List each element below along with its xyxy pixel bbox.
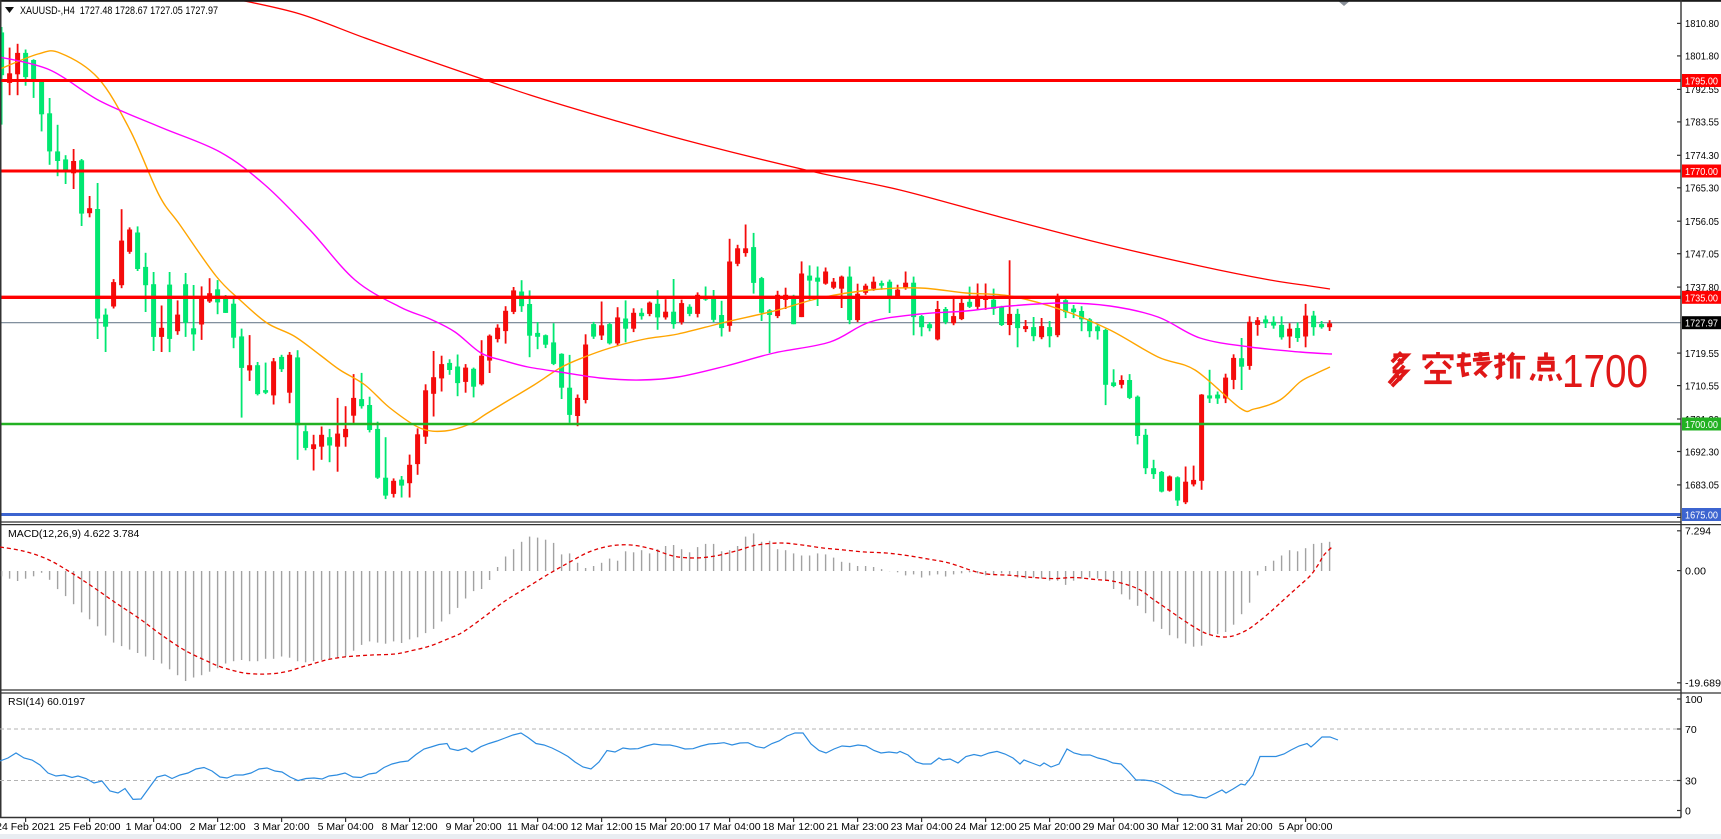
svg-text:1710.55: 1710.55 bbox=[1685, 380, 1719, 392]
svg-text:18 Mar 12:00: 18 Mar 12:00 bbox=[763, 821, 825, 833]
svg-text:70: 70 bbox=[1685, 724, 1697, 736]
svg-text:0.00: 0.00 bbox=[1685, 565, 1706, 577]
svg-text:1683.05: 1683.05 bbox=[1685, 480, 1719, 492]
svg-text:12 Mar 12:00: 12 Mar 12:00 bbox=[571, 821, 633, 833]
svg-text:3 Mar 20:00: 3 Mar 20:00 bbox=[254, 821, 310, 833]
svg-text:1783.55: 1783.55 bbox=[1685, 117, 1719, 129]
svg-text:1727.97: 1727.97 bbox=[1685, 318, 1718, 330]
svg-text:23 Mar 04:00: 23 Mar 04:00 bbox=[891, 821, 953, 833]
svg-text:MACD(12,26,9) 4.622 3.784: MACD(12,26,9) 4.622 3.784 bbox=[8, 528, 139, 540]
svg-text:1774.30: 1774.30 bbox=[1685, 150, 1719, 162]
svg-text:15 Mar 20:00: 15 Mar 20:00 bbox=[635, 821, 697, 833]
svg-text:100: 100 bbox=[1685, 694, 1703, 706]
svg-text:1792.55: 1792.55 bbox=[1685, 84, 1719, 96]
svg-text:1 Mar 04:00: 1 Mar 04:00 bbox=[126, 821, 182, 833]
svg-text:30 Mar 12:00: 30 Mar 12:00 bbox=[1147, 821, 1209, 833]
svg-text:24 Feb 2021: 24 Feb 2021 bbox=[0, 821, 55, 833]
svg-text:1700.00: 1700.00 bbox=[1685, 419, 1718, 431]
svg-text:0: 0 bbox=[1685, 805, 1691, 817]
svg-text:1801.80: 1801.80 bbox=[1685, 51, 1719, 63]
svg-text:29 Mar 04:00: 29 Mar 04:00 bbox=[1083, 821, 1145, 833]
svg-text:1810.80: 1810.80 bbox=[1685, 18, 1719, 30]
svg-text:1735.00: 1735.00 bbox=[1685, 292, 1718, 304]
svg-text:11 Mar 04:00: 11 Mar 04:00 bbox=[507, 821, 568, 833]
svg-text:9 Mar 20:00: 9 Mar 20:00 bbox=[446, 821, 502, 833]
svg-text:5 Mar 04:00: 5 Mar 04:00 bbox=[318, 821, 374, 833]
svg-text:1770.00: 1770.00 bbox=[1685, 166, 1718, 178]
svg-text:-19.689: -19.689 bbox=[1685, 678, 1721, 690]
svg-text:25 Feb 20:00: 25 Feb 20:00 bbox=[59, 821, 121, 833]
svg-text:7.294: 7.294 bbox=[1685, 526, 1711, 538]
svg-text:1795.00: 1795.00 bbox=[1685, 76, 1718, 88]
svg-text:1719.55: 1719.55 bbox=[1685, 348, 1719, 360]
svg-text:8 Mar 12:00: 8 Mar 12:00 bbox=[382, 821, 438, 833]
svg-text:1675.00: 1675.00 bbox=[1685, 510, 1718, 522]
svg-text:24 Mar 12:00: 24 Mar 12:00 bbox=[955, 821, 1017, 833]
svg-text:25 Mar 20:00: 25 Mar 20:00 bbox=[1019, 821, 1081, 833]
svg-text:1756.05: 1756.05 bbox=[1685, 216, 1719, 228]
svg-text:1747.05: 1747.05 bbox=[1685, 249, 1719, 261]
svg-text:5 Apr 00:00: 5 Apr 00:00 bbox=[1279, 821, 1333, 833]
svg-text:RSI(14) 60.0197: RSI(14) 60.0197 bbox=[8, 696, 85, 708]
svg-text:30: 30 bbox=[1685, 775, 1697, 787]
svg-text:17 Mar 04:00: 17 Mar 04:00 bbox=[699, 821, 761, 833]
svg-text:31 Mar 20:00: 31 Mar 20:00 bbox=[1211, 821, 1273, 833]
svg-text:1692.30: 1692.30 bbox=[1685, 446, 1719, 458]
svg-text:21 Mar 23:00: 21 Mar 23:00 bbox=[827, 821, 889, 833]
svg-text:XAUUSD-,H4 1727.48 1728.67 17: XAUUSD-,H4 1727.48 1728.67 1727.05 1727.… bbox=[20, 5, 218, 17]
svg-text:1765.30: 1765.30 bbox=[1685, 183, 1719, 195]
svg-text:1700: 1700 bbox=[1562, 345, 1648, 397]
svg-text:2 Mar 12:00: 2 Mar 12:00 bbox=[190, 821, 246, 833]
